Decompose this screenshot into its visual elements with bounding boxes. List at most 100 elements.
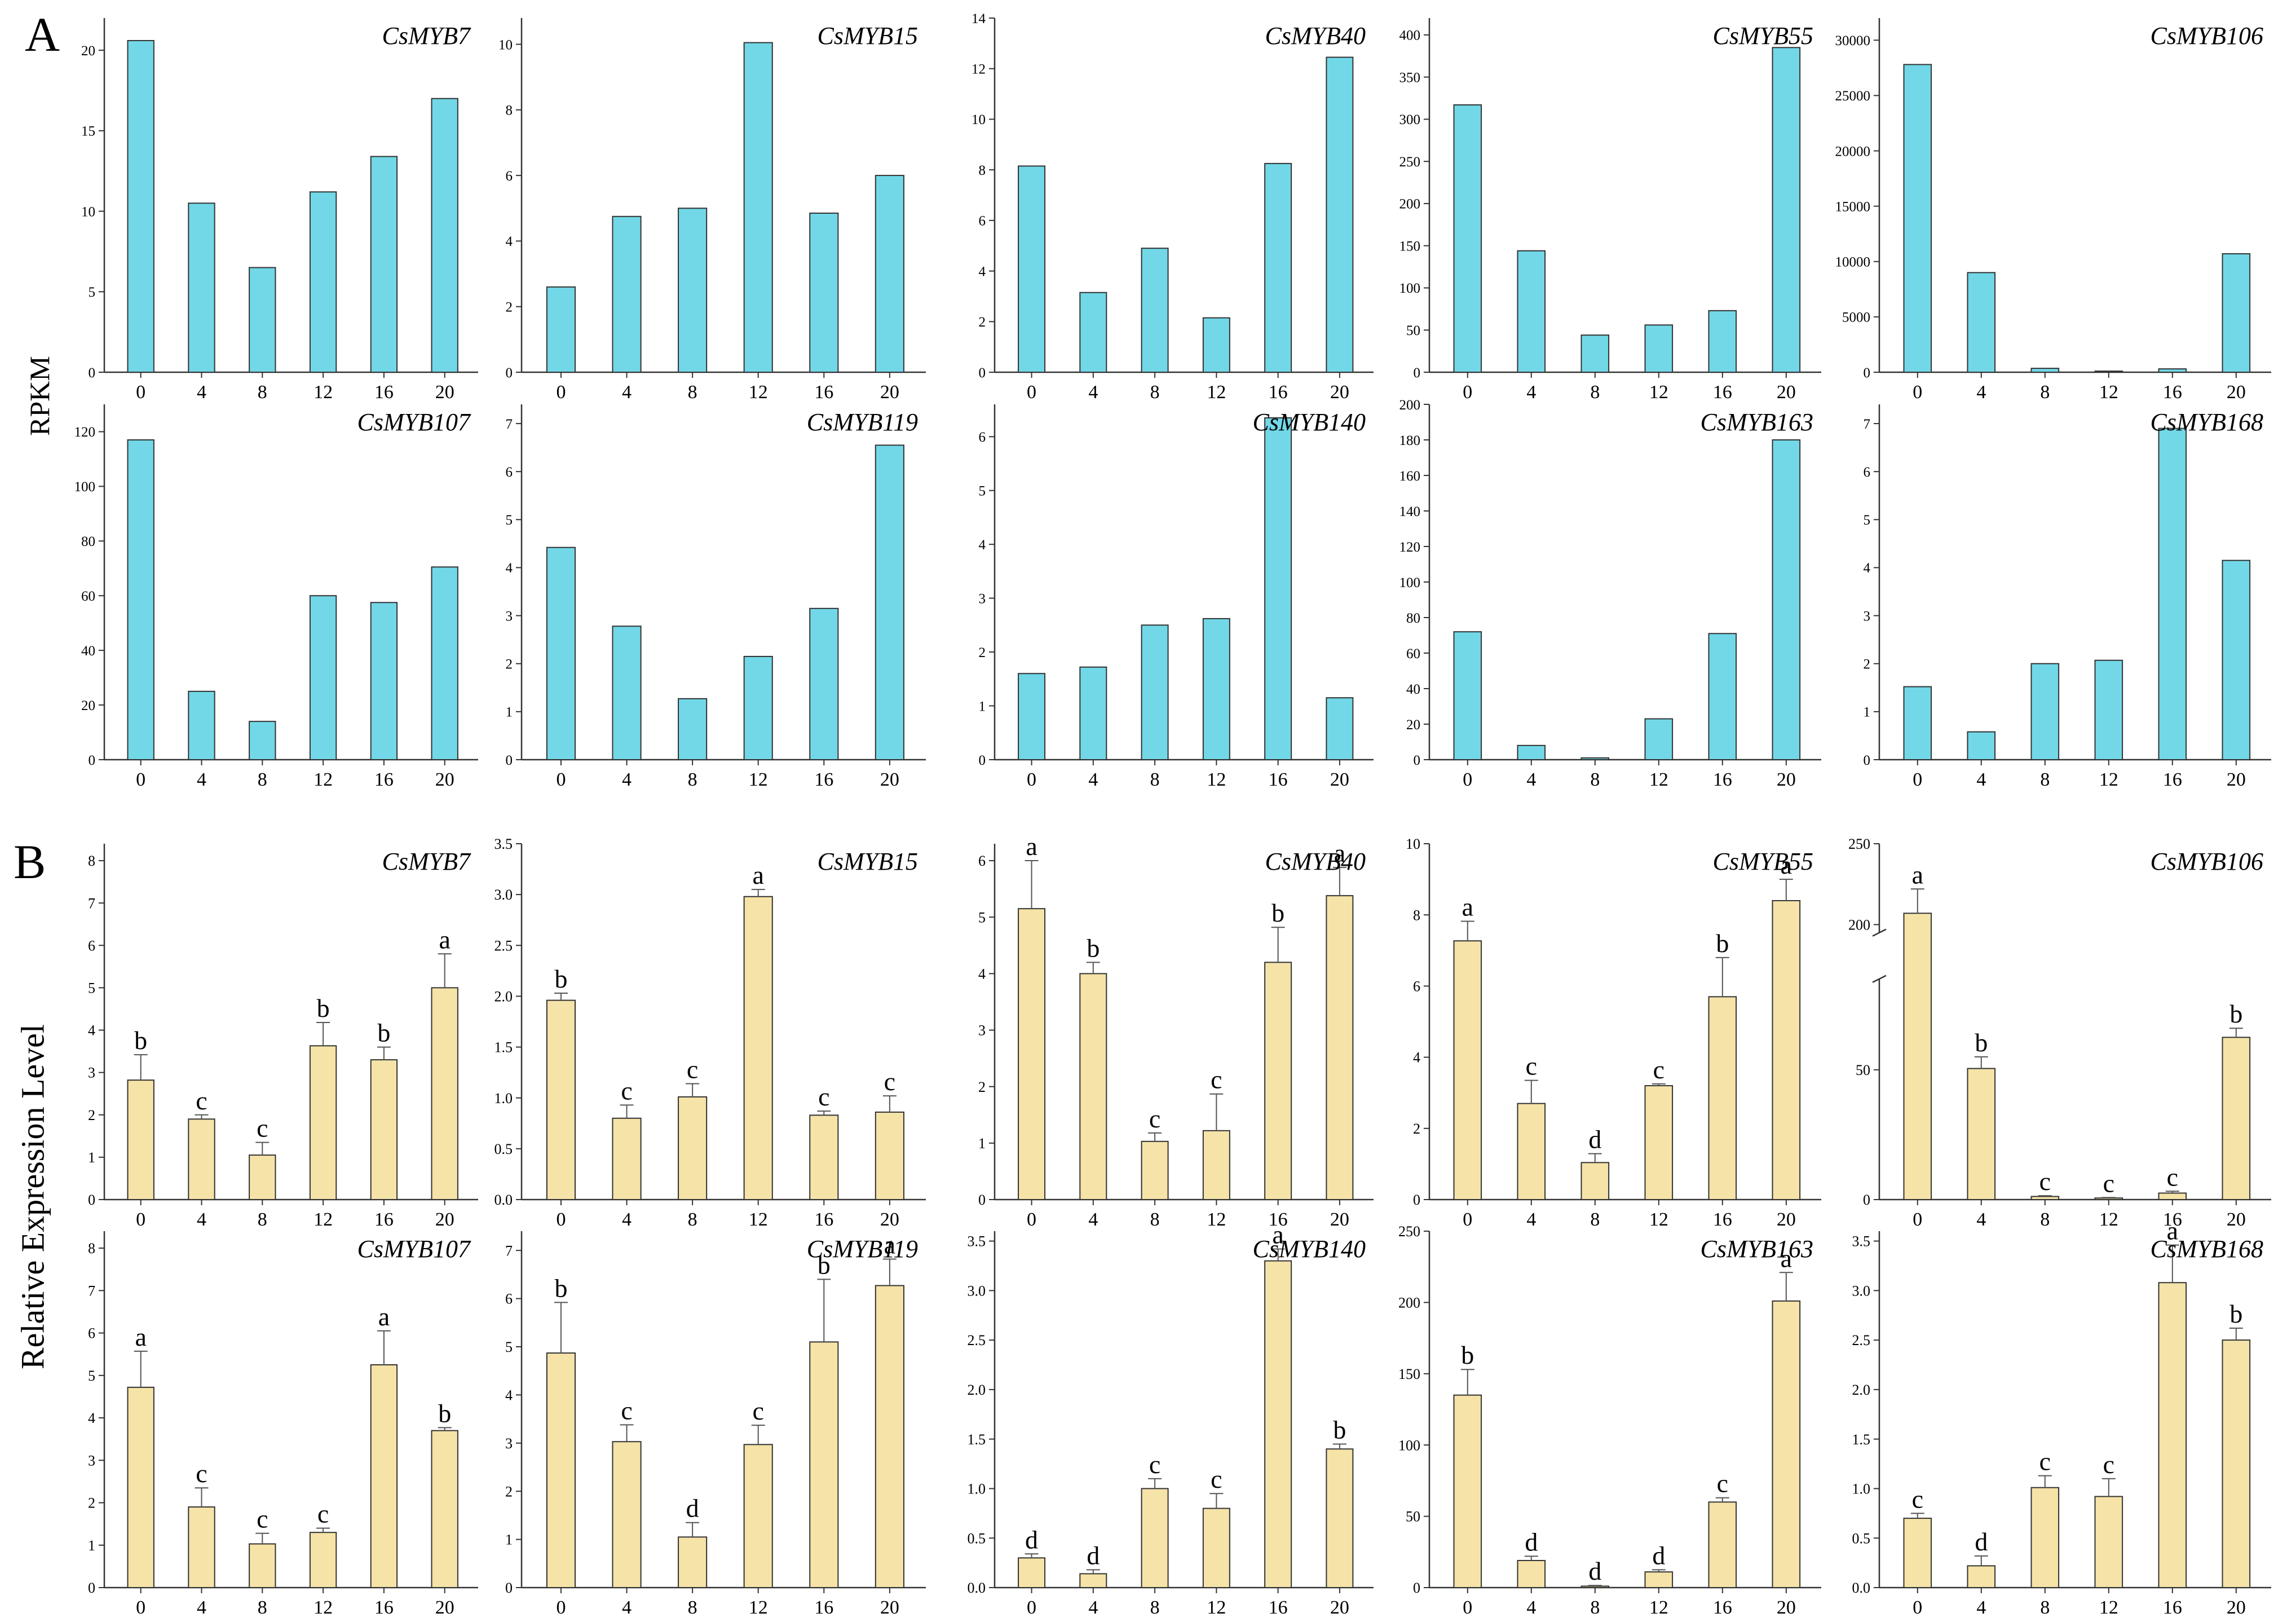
chart-title-a-csmyb140: CsMYB140 [1253, 408, 1366, 436]
x-tick-label-b-csmyb140: 0 [1027, 1597, 1036, 1618]
y-tick-label-a-csmyb140: 5 [979, 483, 986, 499]
y-tick-label-a-csmyb55: 50 [1406, 323, 1420, 338]
significance-letter-b-csmyb163-16: c [1717, 1469, 1728, 1498]
significance-letter-b-csmyb140-8: c [1149, 1450, 1160, 1479]
significance-letter-b-csmyb140-12: c [1211, 1465, 1222, 1493]
x-tick-label-a-csmyb168: 20 [2227, 769, 2246, 790]
significance-letter-b-csmyb106-8: c [2039, 1167, 2051, 1196]
y-tick-label-b-csmyb15: 1.5 [494, 1039, 513, 1056]
bar-b-csmyb140-12 [1202, 1508, 1230, 1589]
y-tick-label-a-csmyb40: 0 [979, 365, 986, 381]
bar-b-csmyb55-16 [1708, 996, 1737, 1200]
x-tick-label-b-csmyb107: 4 [197, 1597, 206, 1618]
y-tick-label-a-csmyb55: 100 [1399, 281, 1421, 296]
y-tick-label-a-csmyb119: 5 [506, 513, 513, 528]
y-tick-label-a-csmyb163: 160 [1399, 469, 1421, 484]
bar-b-csmyb163-0 [1453, 1394, 1482, 1588]
y-tick-label-b-csmyb163: 100 [1398, 1437, 1420, 1453]
bar-a-csmyb140-16 [1264, 417, 1292, 760]
significance-letter-b-csmyb106-20: b [2229, 999, 2242, 1028]
bar-a-csmyb55-20 [1772, 47, 1801, 373]
chart-title-b-csmyb119: CsMYB119 [807, 1235, 918, 1263]
x-tick-label-a-csmyb55: 8 [1590, 382, 1600, 403]
significance-letter-b-csmyb15-0: b [554, 964, 567, 993]
significance-letter-b-csmyb40-4: b [1087, 933, 1100, 962]
x-tick-label-b-csmyb119: 8 [688, 1597, 697, 1618]
x-tick-label-b-csmyb168: 8 [2040, 1597, 2050, 1618]
chart-title-a-csmyb55: CsMYB55 [1713, 22, 1813, 50]
bar-a-csmyb140-8 [1141, 624, 1169, 761]
bar-b-csmyb55-12 [1644, 1085, 1674, 1200]
y-tick-label-a-csmyb140: 4 [979, 537, 986, 553]
y-tick-label-a-csmyb40: 2 [979, 315, 986, 330]
x-tick-label-b-csmyb163: 16 [1713, 1597, 1732, 1618]
x-tick-label-a-csmyb106: 0 [1913, 382, 1922, 403]
y-tick-label-b-csmyb168: 0.0 [1852, 1580, 1871, 1596]
bar-b-csmyb140-16 [1264, 1260, 1292, 1589]
y-tick-label-b-csmyb7: 2 [88, 1107, 95, 1123]
bar-a-csmyb119-0 [546, 546, 576, 760]
bar-b-csmyb106-12 [2094, 1197, 2123, 1201]
significance-letter-b-csmyb7-12: b [317, 994, 330, 1022]
bar-b-csmyb163-20 [1772, 1300, 1801, 1589]
y-tick-label-b-csmyb140: 0.5 [968, 1530, 986, 1546]
panel-a-letter: A [25, 7, 60, 61]
x-tick-label-b-csmyb106: 0 [1913, 1209, 1922, 1230]
y-tick-label-b-csmyb119: 6 [505, 1291, 513, 1307]
significance-letter-b-csmyb15-20: c [884, 1067, 895, 1096]
y-tick-label-b-csmyb40: 5 [978, 909, 986, 925]
x-tick-label-b-csmyb140: 4 [1088, 1597, 1098, 1618]
y-tick-label-b-csmyb168: 0.5 [1852, 1530, 1871, 1546]
bar-a-csmyb15-16 [809, 212, 839, 373]
chart-title-a-csmyb7: CsMYB7 [382, 22, 471, 50]
bar-a-csmyb106-4 [1967, 272, 1996, 373]
significance-letter-b-csmyb107-8: c [257, 1505, 268, 1533]
significance-letter-b-csmyb119-0: b [554, 1273, 567, 1302]
y-tick-label-a-csmyb55: 250 [1399, 155, 1421, 170]
bar-a-csmyb119-12 [743, 655, 773, 761]
y-tick-label-a-csmyb106: 15000 [1835, 199, 1871, 214]
bar-a-csmyb119-16 [809, 607, 839, 761]
bar-a-csmyb55-4 [1517, 250, 1546, 373]
x-tick-label-b-csmyb163: 4 [1526, 1597, 1536, 1618]
bar-b-csmyb168-0 [1903, 1518, 1932, 1588]
x-tick-label-a-csmyb55: 4 [1526, 382, 1536, 403]
significance-letter-b-csmyb106-16: c [2167, 1162, 2178, 1191]
bar-b-csmyb168-12 [2094, 1496, 2123, 1588]
bar-b-csmyb55-4 [1517, 1103, 1546, 1200]
x-tick-label-a-csmyb140: 0 [1027, 769, 1036, 790]
y-tick-label-a-csmyb168: 3 [1864, 609, 1871, 624]
y-tick-label-b-csmyb106: 0 [1863, 1192, 1870, 1208]
x-tick-label-b-csmyb106: 8 [2040, 1209, 2050, 1230]
bar-b-csmyb168-16 [2158, 1282, 2187, 1588]
y-tick-label-a-csmyb119: 1 [506, 705, 513, 720]
x-tick-label-b-csmyb15: 0 [556, 1209, 566, 1230]
y-tick-label-b-csmyb140: 2.5 [968, 1332, 986, 1348]
y-tick-label-b-csmyb140: 3.0 [968, 1282, 986, 1299]
panel-b-letter: B [14, 835, 46, 889]
y-tick-label-a-csmyb163: 40 [1406, 682, 1420, 697]
y-tick-label-b-csmyb40: 4 [978, 966, 986, 982]
y-tick-label-a-csmyb40: 8 [979, 163, 986, 178]
y-tick-label-b-csmyb40: 0 [978, 1192, 986, 1208]
x-tick-label-a-csmyb55: 12 [1649, 382, 1668, 403]
chart-title-b-csmyb15: CsMYB15 [818, 848, 918, 875]
chart-a-csmyb40: 0 2 4 6 8 10 12 14 0 4 8 12 16 20 CsMYB40 [972, 11, 1374, 403]
x-tick-label-b-csmyb7: 0 [136, 1209, 145, 1230]
bar-a-csmyb163-0 [1453, 631, 1482, 760]
bar-a-csmyb15-0 [546, 286, 576, 373]
x-tick-label-a-csmyb163: 8 [1590, 769, 1600, 790]
significance-letter-b-csmyb140-0: d [1025, 1525, 1038, 1554]
bar-b-csmyb15-8 [678, 1096, 708, 1200]
significance-letter-b-csmyb55-0: a [1462, 893, 1473, 922]
y-tick-label-a-csmyb107: 80 [81, 534, 95, 549]
y-tick-label-b-csmyb15: 0.0 [494, 1192, 513, 1208]
y-tick-label-b-csmyb140: 3.5 [968, 1233, 986, 1250]
x-tick-label-a-csmyb119: 20 [880, 769, 899, 790]
bar-a-csmyb119-4 [612, 625, 642, 761]
bar-b-csmyb7-16 [370, 1059, 398, 1201]
y-tick-label-b-csmyb107: 0 [88, 1580, 95, 1596]
bar-a-csmyb140-12 [1202, 618, 1230, 760]
